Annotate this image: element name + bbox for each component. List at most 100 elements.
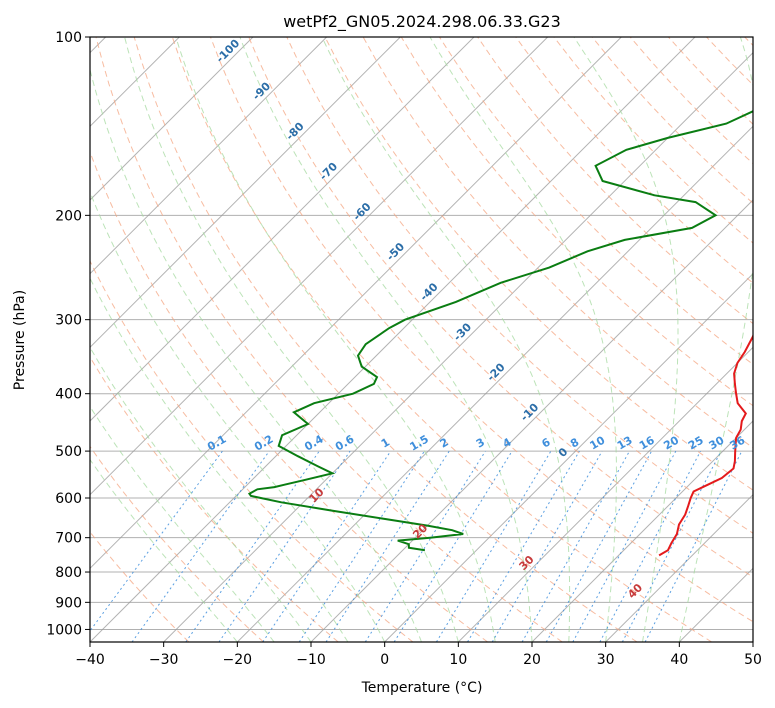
moist-adiabat [90, 346, 312, 642]
y-tick-label: 300 [55, 313, 82, 329]
dry-adiabat [668, 37, 753, 125]
mixing-ratio-line [218, 450, 351, 642]
moist-adiabat [321, 37, 571, 642]
y-tick-label: 100 [55, 30, 82, 46]
moist-adiabat [90, 190, 386, 642]
mixing-ratio-line [325, 450, 450, 642]
x-tick-label: 20 [523, 652, 541, 668]
y-tick-label: 400 [55, 387, 82, 403]
isotherm-line [90, 37, 622, 570]
mixing-ratio-line [131, 450, 270, 642]
dry-adiabat [248, 37, 753, 578]
isotherm-line [605, 493, 753, 642]
mixing-ratio-line [599, 450, 701, 642]
y-axis-title: Pressure (hPa) [12, 290, 28, 390]
isotherm-line [90, 37, 328, 275]
mixing-ratio-line [262, 450, 392, 642]
dry-adiabat [90, 445, 264, 642]
isotherm-line [457, 346, 753, 642]
mixing-ratio-label: 6 [539, 435, 552, 450]
dry-adiabat-label: 40 [625, 581, 645, 601]
x-axis-title: Temperature (°C) [361, 680, 483, 696]
y-tick-label: 700 [55, 531, 82, 547]
mixing-ratio-line [393, 450, 513, 642]
mixing-ratio-label: 8 [568, 436, 581, 451]
moist-adiabat [175, 37, 496, 642]
dry-adiabat [95, 37, 563, 642]
isotherm-line [90, 37, 549, 496]
dry-adiabat [591, 37, 753, 204]
isotherm-label: -40 [417, 280, 440, 303]
isotherm-label: -30 [451, 320, 474, 343]
mixing-ratio-label: 16 [637, 433, 657, 452]
dry-adiabat [133, 37, 638, 642]
dry-adiabat [706, 37, 753, 86]
x-tick-label: 40 [670, 652, 688, 668]
x-tick-label: −20 [223, 652, 253, 668]
dry-adiabat [438, 37, 753, 366]
y-axis: 100 200 300 400 500 600 700 800 900 1000 [46, 30, 90, 638]
mixing-ratio-label: 25 [686, 434, 706, 453]
x-axis: −40 −30 −20 −10 0 10 20 30 40 50 [75, 642, 762, 668]
dry-adiabat [90, 356, 339, 642]
dry-adiabat-label: 30 [517, 553, 537, 573]
y-tick-label: 500 [55, 444, 82, 460]
mixing-ratio-line [545, 450, 653, 642]
moist-adiabat [90, 405, 275, 642]
y-tick-label: 600 [55, 491, 82, 507]
x-tick-label: −10 [296, 652, 326, 668]
isotherm-label: -80 [283, 120, 306, 143]
y-tick-label: 200 [55, 208, 82, 224]
mixing-ratio-line [644, 450, 743, 642]
moist-adiabat [124, 37, 459, 642]
mixing-ratio-line [185, 450, 320, 642]
moist-adiabat [90, 67, 422, 642]
mixing-ratio-label: 0.2 [252, 433, 275, 454]
y-tick-label: 1000 [46, 622, 82, 638]
isotherm-label: -70 [317, 160, 340, 183]
isotherm-line [531, 420, 753, 642]
isotherm-line [384, 272, 753, 642]
dry-adiabat [90, 259, 414, 642]
x-tick-label: 30 [597, 652, 615, 668]
temperature-profile-line [658, 333, 753, 557]
mixing-ratio-line [521, 450, 630, 642]
dewpoint-profile-line [247, 110, 753, 552]
chart-title: wetPf2_GN05.2024.298.06.33.G23 [283, 12, 561, 32]
x-tick-label: 10 [449, 652, 467, 668]
mixing-ratio-label: 36 [727, 433, 747, 452]
mixing-ratio-label: 13 [615, 434, 635, 453]
x-tick-label: −30 [149, 652, 179, 668]
profile-series [247, 110, 753, 557]
dry-adiabat [90, 150, 488, 642]
mixing-ratio-line [621, 450, 722, 642]
plot-frame [89, 36, 754, 643]
isotherm-label: -50 [384, 240, 407, 263]
mixing-ratio-line [364, 450, 486, 642]
mixing-ratio-label: 1 [379, 436, 392, 451]
mixing-ratio-label: 2 [438, 436, 451, 451]
isotherm-line [90, 37, 254, 201]
mixing-ratio-line [467, 450, 580, 642]
dry-adiabat [90, 531, 190, 642]
isotherm-label: -20 [484, 360, 507, 383]
mixing-ratio-label: 0.1 [205, 433, 228, 454]
isotherm-label: -60 [350, 200, 373, 223]
y-tick-label: 800 [55, 565, 82, 581]
mixing-ratio-label: 4 [500, 435, 513, 450]
mixing-ratio-line [572, 450, 677, 642]
isotherm-line [90, 37, 475, 422]
isotherm-label: -100 [214, 37, 243, 66]
isotherm-line [678, 567, 753, 642]
moist-adiabat [239, 37, 533, 642]
isotherm-label: -90 [250, 79, 273, 102]
mixing-ratio-line [435, 450, 552, 642]
isotherm-line [90, 37, 696, 642]
x-tick-label: 50 [744, 652, 762, 668]
x-tick-label: 0 [380, 652, 389, 668]
dry-adiabat [286, 37, 753, 534]
mixing-ratio-line [90, 450, 223, 632]
moist-adiabat [90, 277, 349, 642]
mixing-ratio-label: 0.6 [333, 432, 357, 453]
